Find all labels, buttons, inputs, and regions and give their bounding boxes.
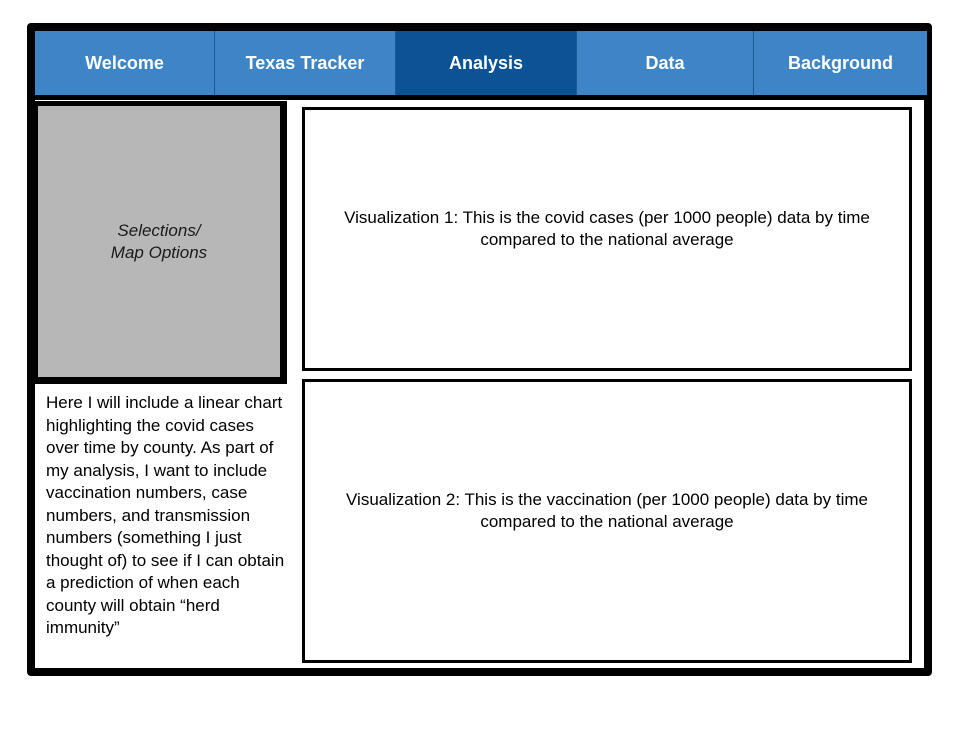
visualization-1-description: Visualization 1: This is the covid cases… — [344, 208, 870, 249]
analysis-notes: Here I will include a linear chart highl… — [46, 393, 285, 637]
tab-texas-tracker[interactable]: Texas Tracker — [215, 31, 396, 95]
visualization-2-description: Visualization 2: This is the vaccination… — [346, 489, 868, 531]
tab-analysis[interactable]: Analysis — [396, 31, 577, 95]
visualization-1-panel: Visualization 1: This is the covid cases… — [302, 107, 912, 371]
tab-welcome[interactable]: Welcome — [35, 31, 215, 95]
tab-data[interactable]: Data — [577, 31, 754, 95]
visualization-2-panel: Visualization 2: This is the vaccination… — [302, 379, 912, 663]
navbar: Welcome Texas Tracker Analysis Data Back… — [35, 31, 927, 100]
tab-background[interactable]: Background — [754, 31, 927, 95]
selections-label: Selections/ Map Options — [110, 220, 208, 262]
selections-panel[interactable]: Selections/ Map Options — [33, 101, 287, 384]
